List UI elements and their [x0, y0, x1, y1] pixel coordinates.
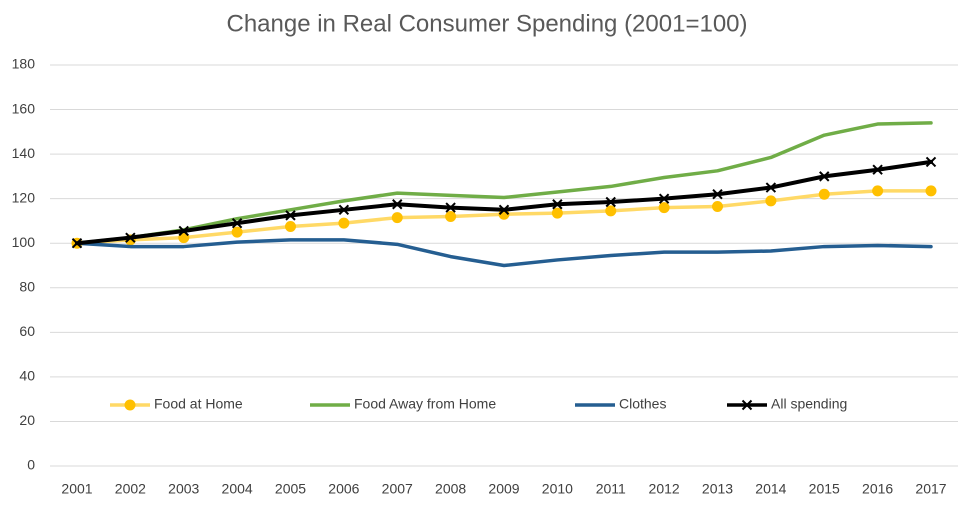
point-marker [765, 182, 777, 193]
series-line [75, 159, 933, 246]
point-marker [605, 196, 616, 208]
point-marker [552, 199, 563, 210]
point-marker [338, 217, 350, 229]
y-tick-label: 180 [12, 56, 36, 72]
x-tick-label: 2015 [809, 481, 840, 497]
point-marker [231, 226, 243, 238]
point-marker [338, 204, 350, 216]
y-tick-label: 20 [19, 412, 35, 428]
x-tick-label: 2010 [542, 481, 573, 497]
point-marker [178, 225, 189, 237]
point-marker [818, 188, 830, 200]
point-marker [231, 217, 243, 229]
point-marker [925, 156, 937, 168]
x-tick-label: 2003 [168, 481, 199, 497]
y-tick-label: 60 [19, 323, 35, 339]
y-tick-label: 140 [12, 145, 36, 161]
x-tick-label: 2017 [915, 481, 946, 497]
point-marker [712, 200, 723, 212]
point-marker [71, 238, 83, 249]
point-marker [658, 202, 670, 214]
x-tick-label: 2014 [755, 481, 786, 497]
point-marker [658, 193, 670, 204]
y-tick-label: 120 [12, 189, 36, 205]
point-marker [925, 185, 937, 197]
legend-marker [124, 399, 136, 411]
series-line [75, 238, 933, 268]
point-marker [551, 207, 563, 219]
y-tick-label: 40 [19, 368, 35, 384]
x-tick-label: 2001 [61, 481, 92, 497]
x-tick-label: 2006 [328, 481, 359, 497]
chart-title: Change in Real Consumer Spending (2001=1… [226, 10, 747, 37]
point-marker [498, 204, 510, 216]
x-tick-label: 2004 [222, 481, 253, 497]
x-tick-label: 2012 [649, 481, 680, 497]
y-tick-label: 160 [12, 100, 36, 116]
point-marker [125, 232, 136, 243]
point-marker [392, 199, 403, 210]
point-marker [391, 212, 403, 224]
point-marker [445, 202, 456, 213]
legend-label: Clothes [619, 396, 666, 412]
series-line [75, 121, 933, 245]
legend-label: Food at Home [154, 396, 243, 412]
point-marker [285, 221, 296, 233]
y-tick-label: 0 [27, 457, 35, 473]
x-tick-label: 2002 [115, 481, 146, 497]
x-tick-label: 2005 [275, 481, 306, 497]
x-tick-label: 2016 [862, 481, 893, 497]
point-marker [819, 171, 830, 182]
x-tick-label: 2007 [382, 481, 413, 497]
point-marker [872, 164, 883, 175]
x-tick-label: 2013 [702, 481, 733, 497]
x-tick-label: 2009 [488, 481, 519, 497]
y-tick-label: 100 [12, 234, 36, 250]
legend-marker [741, 399, 753, 411]
x-tick-label: 2008 [435, 481, 466, 497]
point-marker [285, 210, 296, 221]
legend-label: All spending [771, 396, 847, 412]
point-marker [605, 205, 617, 217]
y-tick-label: 80 [19, 278, 35, 294]
point-marker [445, 210, 457, 222]
legend-label: Food Away from Home [354, 396, 496, 412]
point-marker [712, 189, 723, 200]
point-marker [765, 195, 777, 207]
point-marker [872, 185, 884, 197]
x-tick-label: 2011 [596, 481, 626, 497]
